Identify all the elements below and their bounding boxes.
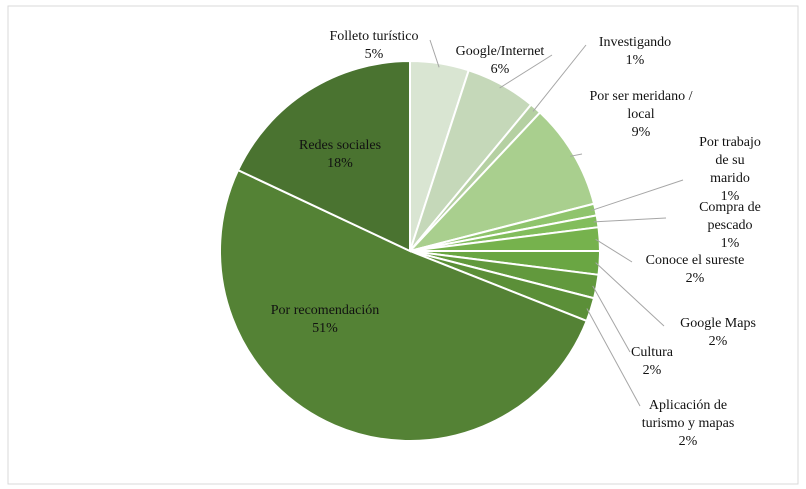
data-label: Aplicación de turismo y mapas 2%	[642, 397, 735, 451]
data-label: Por ser meridano / local 9%	[589, 88, 692, 142]
value-label: 5%	[364, 47, 384, 62]
leader-line	[532, 44, 587, 112]
data-label: Por recomendación 51%	[271, 302, 379, 338]
value-label: 9%	[631, 125, 651, 140]
value-label: 2%	[678, 434, 698, 449]
value-label: 51%	[312, 321, 338, 336]
leader-line	[586, 308, 641, 407]
pie-slice	[406, 111, 596, 253]
value-label: 2%	[642, 363, 662, 378]
leader-line	[595, 262, 665, 327]
leader-line	[429, 39, 440, 68]
data-label: Google/Internet 6%	[456, 43, 545, 79]
value-label: 6%	[490, 62, 510, 77]
data-label: Conoce el sureste 2%	[646, 252, 745, 288]
category-label: Folleto turístico	[329, 29, 419, 44]
data-label: Por trabajo de su marido 1%	[699, 134, 761, 206]
category-label: Aplicación de turismo y mapas	[641, 398, 735, 431]
category-label: Redes sociales	[298, 138, 382, 153]
leader-line	[593, 217, 667, 223]
category-label: Por recomendación	[270, 303, 380, 318]
category-label: Cultura	[631, 345, 673, 360]
leader-line	[570, 153, 583, 157]
pie-slice	[236, 59, 411, 253]
data-label: Investigando 1%	[599, 34, 671, 70]
category-label: Conoce el sureste	[645, 253, 745, 268]
leader-line	[595, 238, 633, 263]
leader-line	[591, 179, 684, 211]
leader-line	[499, 54, 553, 89]
data-label: Redes sociales 18%	[299, 137, 381, 173]
category-label: Por trabajo de su marido	[699, 135, 761, 186]
category-label: Compra de pescado	[699, 200, 761, 233]
value-label: 18%	[327, 156, 353, 171]
value-label: 2%	[708, 334, 728, 349]
data-label: Cultura 2%	[631, 344, 673, 380]
data-label: Folleto turístico 5%	[329, 28, 418, 64]
leader-line	[592, 285, 631, 353]
data-label: Google Maps 2%	[680, 315, 756, 351]
value-label: 1%	[720, 189, 740, 204]
value-label: 1%	[720, 236, 740, 251]
category-label: Por ser meridano / local	[589, 89, 693, 122]
value-label: 1%	[625, 53, 645, 68]
data-label: Compra de pescado 1%	[692, 199, 768, 253]
value-label: 2%	[685, 271, 705, 286]
category-label: Investigando	[598, 35, 672, 50]
category-label: Google Maps	[680, 316, 756, 331]
category-label: Google/Internet	[455, 44, 545, 59]
pie-slice	[219, 168, 588, 442]
